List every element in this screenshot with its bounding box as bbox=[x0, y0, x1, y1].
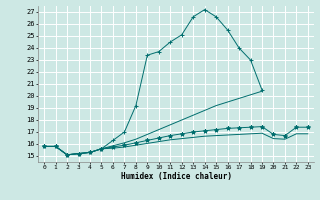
X-axis label: Humidex (Indice chaleur): Humidex (Indice chaleur) bbox=[121, 172, 231, 181]
